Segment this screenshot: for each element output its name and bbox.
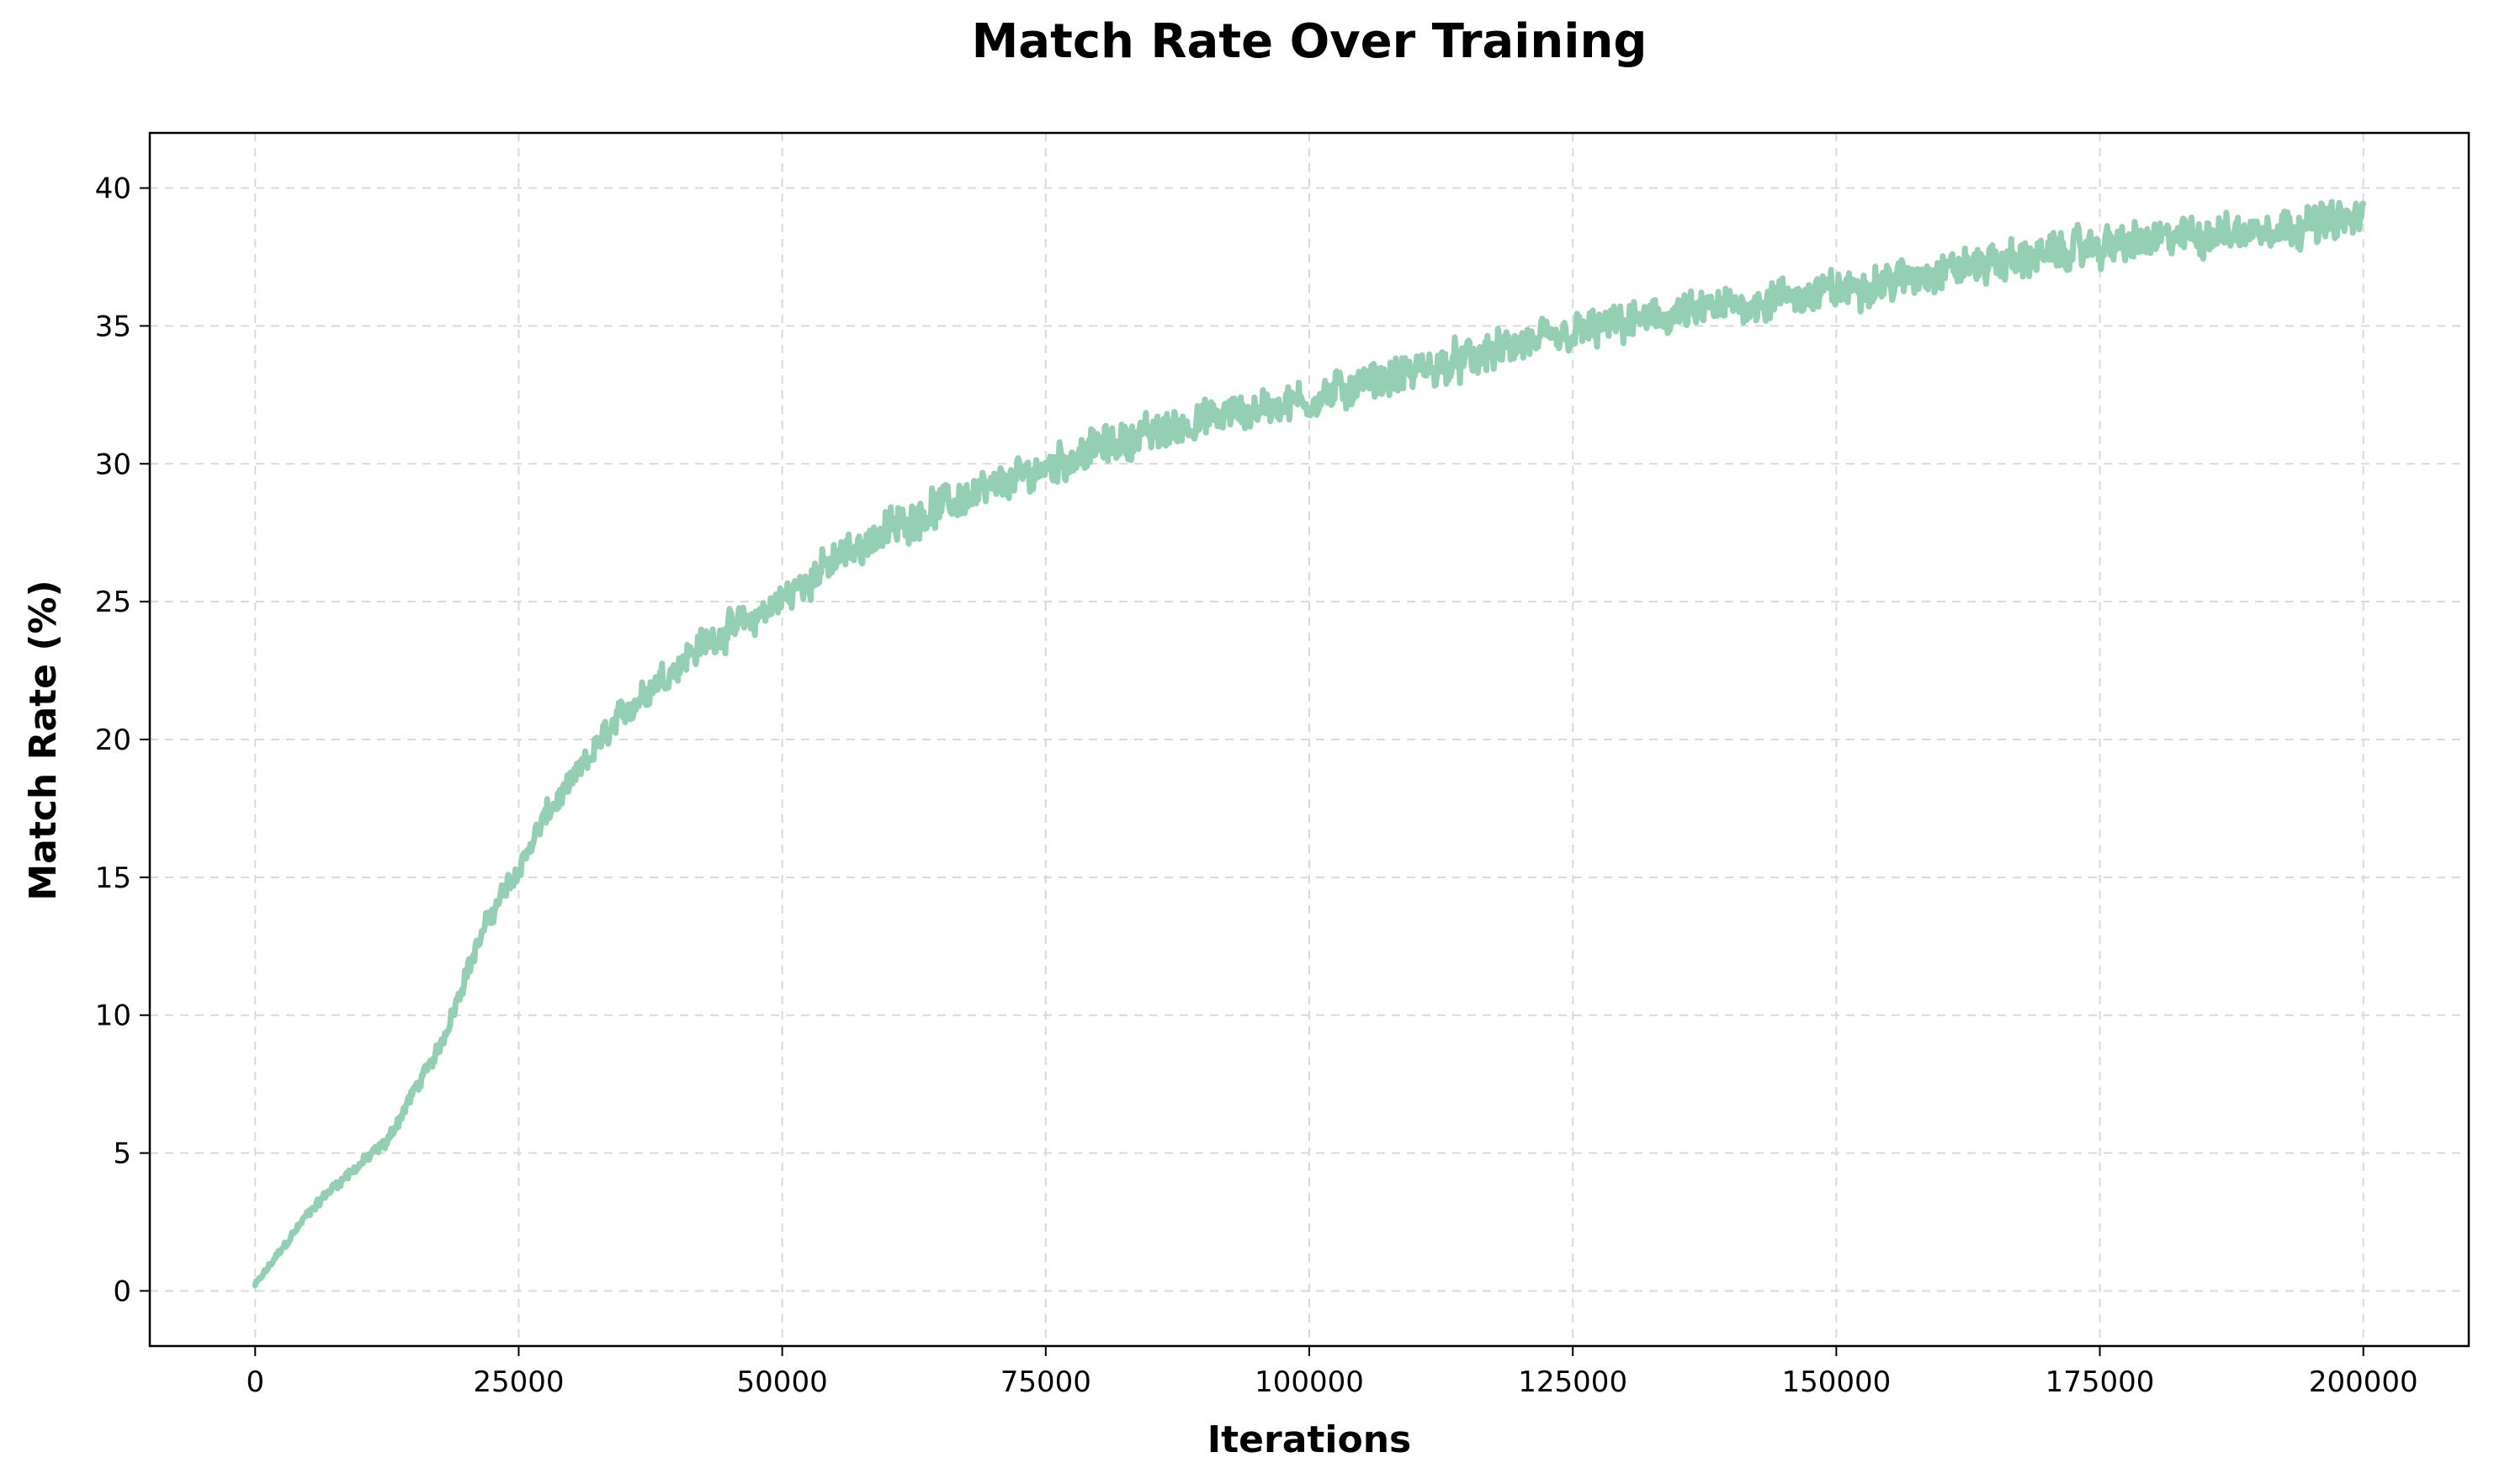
grid-lines — [150, 133, 2469, 1346]
y-axis-label: Match Rate (%) — [22, 580, 65, 900]
series-line — [252, 199, 2367, 1289]
x-axis-label: Iterations — [1207, 1418, 1412, 1461]
x-tick-label: 75000 — [1000, 1365, 1091, 1399]
y-tick-label: 20 — [95, 723, 131, 757]
y-tick-label: 40 — [95, 172, 131, 206]
y-tick-label: 35 — [95, 310, 131, 343]
x-tick-label: 150000 — [1781, 1365, 1891, 1399]
y-tick-label: 5 — [113, 1137, 131, 1171]
x-tick-label: 200000 — [2309, 1365, 2418, 1399]
y-tick-label: 25 — [95, 586, 131, 619]
x-tick-label: 50000 — [737, 1365, 828, 1399]
x-tick-label: 25000 — [473, 1365, 564, 1399]
x-tick-label: 125000 — [1518, 1365, 1627, 1399]
y-tick-label: 15 — [95, 861, 131, 895]
axis-ticks: 0 25000 50000 75000 100000 125000 150000 175000… — [95, 172, 2418, 1399]
x-tick-label: 100000 — [1255, 1365, 1364, 1399]
chart-title: Match Rate Over Training — [972, 14, 1648, 69]
y-tick-label: 30 — [95, 448, 131, 481]
y-tick-label: 0 — [113, 1275, 131, 1308]
x-tick-label: 175000 — [2046, 1365, 2155, 1399]
series-layer — [252, 199, 2367, 1289]
y-tick-label: 10 — [95, 999, 131, 1033]
x-tick-label: 0 — [246, 1365, 264, 1399]
